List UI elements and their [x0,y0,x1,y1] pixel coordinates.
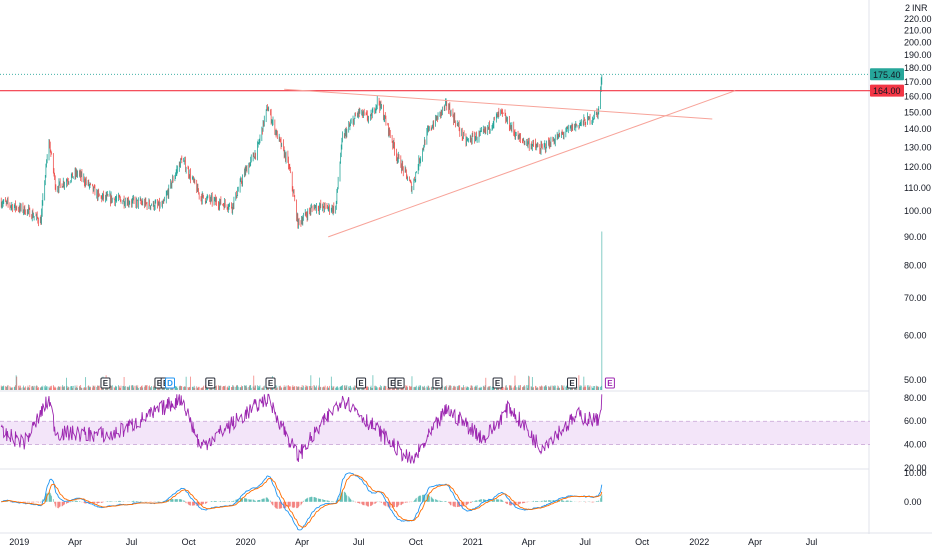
macd-tick-label: 0.00 [904,497,922,507]
time-tick-label: Apr [68,537,82,547]
price-tick-label: 50.00 [904,375,927,385]
price-tick-label: 190.00 [904,50,932,60]
time-tick-label: Apr [295,537,309,547]
time-tick-label: Oct [182,537,197,547]
signal-line [1,474,603,528]
price-tick-label: 200.00 [904,37,932,47]
dividend-badge [165,377,176,389]
price-tick-label: 210.00 [904,25,932,35]
earnings-badge [265,377,276,389]
time-tick-label: 2021 [463,537,483,547]
macd-tick-label: 10.00 [904,468,927,478]
earnings-badge [432,377,443,389]
earnings-badge-label: E [208,379,214,388]
price-tick-label: 2 [905,3,910,13]
price-tick-label: 130.00 [904,142,932,152]
currency-label: INR [912,3,928,13]
price-tick-label: 100.00 [904,206,932,216]
last-price-label: 175.40 [873,70,901,80]
earnings-badge [205,377,216,389]
earnings-badge-label: E [569,379,575,388]
earnings-badge-label: E [103,379,109,388]
volume-bars [0,231,603,390]
rsi-tick-label: 60.00 [904,416,927,426]
time-tick-label: 2020 [236,537,256,547]
price-tick-label: 90.00 [904,232,927,242]
earnings-badge-label: E [607,379,613,388]
time-tick-label: Jul [353,537,365,547]
earnings-badge-label: E [390,379,396,388]
price-tick-label: 170.00 [904,77,932,87]
rsi-tick-label: 40.00 [904,440,927,450]
rsi-tick-label: 20.00 [904,463,927,473]
price-tick-label: 140.00 [904,124,932,134]
earnings-badge-label: E [435,379,441,388]
price-tick-label: 150.00 [904,107,932,117]
time-tick-label: Jul [126,537,138,547]
price-tick-label: 110.00 [904,183,931,193]
time-tick-label: Oct [635,537,650,547]
time-tick-label: 2022 [689,537,709,547]
price-tick-label: 60.00 [904,331,927,341]
trendline [284,88,713,120]
time-tick-label: Jul [579,537,591,547]
candles [0,74,603,229]
price-tick-label: 180.00 [904,63,932,73]
earnings-badge [492,377,503,389]
time-tick-label: Oct [409,537,424,547]
earnings-badge [356,377,367,389]
time-tick-label: Apr [748,537,762,547]
resistance-label: 164.00 [873,86,901,96]
earnings-badge-label: E [268,379,274,388]
earnings-badge [100,377,111,389]
price-tick-label: 160.00 [904,92,932,102]
trendline [328,90,736,238]
rsi-band [0,421,870,445]
time-tick-label: 2019 [9,537,29,547]
time-tick-label: Apr [522,537,536,547]
earnings-badge-label: E [358,379,364,388]
time-tick-label: Jul [806,537,818,547]
resistance-badge [870,84,904,97]
dividend-badge-label: D [167,379,173,388]
earnings-badge [567,377,578,389]
price-tick-label: 220.00 [904,14,932,24]
price-tick-label: 80.00 [904,261,927,271]
earnings-badge-label: E [397,379,403,388]
rsi-tick-label: 80.00 [904,393,927,403]
macd-line [1,472,603,531]
earnings-badge-label: E [157,379,163,388]
earnings-badge [394,377,405,389]
rsi-line [0,393,603,464]
price-tick-label: 70.00 [904,293,927,303]
earnings-badge-label: E [495,379,501,388]
earnings-badge [604,377,615,389]
last-price-badge [870,68,904,81]
price-tick-label: 120.00 [904,162,932,172]
